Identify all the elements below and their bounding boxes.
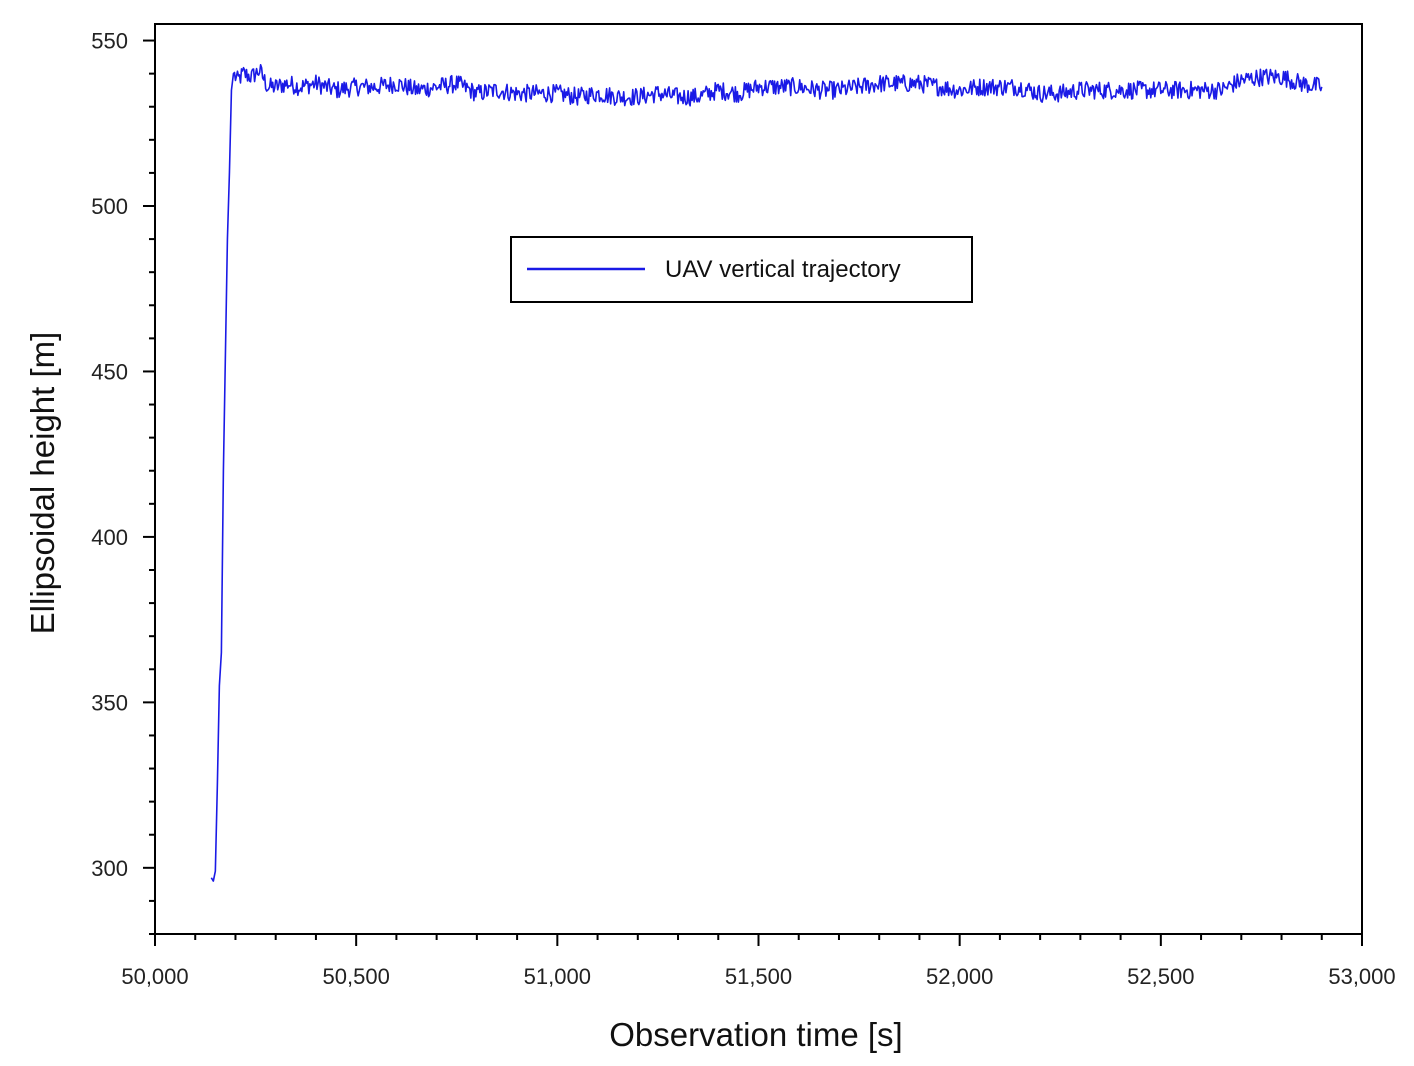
x-tick-label: 53,000 <box>1328 964 1395 989</box>
legend: UAV vertical trajectory <box>510 236 973 303</box>
y-tick-label: 450 <box>91 359 128 384</box>
y-axis-title: Ellipsoidal height [m] <box>24 332 61 635</box>
x-tick-label: 51,000 <box>524 964 591 989</box>
series-group <box>210 63 1323 882</box>
x-tick-label: 50,000 <box>121 964 188 989</box>
legend-entry-label: UAV vertical trajectory <box>665 256 901 283</box>
y-axis-tick-labels: 300 350 400 450 500 550 <box>91 29 128 881</box>
x-axis-ticks <box>154 934 1363 946</box>
y-tick-label: 350 <box>91 690 128 715</box>
y-tick-label: 300 <box>91 856 128 881</box>
x-tick-label: 52,000 <box>926 964 993 989</box>
x-axis-title: Observation time [s] <box>609 1016 902 1053</box>
plot-frame <box>154 23 1363 935</box>
x-tick-label: 52,500 <box>1127 964 1194 989</box>
x-tick-label: 50,500 <box>323 964 390 989</box>
y-axis-ticks <box>143 39 155 935</box>
y-tick-label: 400 <box>91 525 128 550</box>
x-tick-label: 51,500 <box>725 964 792 989</box>
y-tick-label: 500 <box>91 194 128 219</box>
x-axis-tick-labels: 50,000 50,500 51,000 51,500 52,000 52,500 53,0… <box>121 964 1395 989</box>
y-tick-label: 550 <box>91 29 128 54</box>
plot-frame-group <box>154 23 1363 935</box>
series-line-uav-vertical-trajectory <box>210 63 1323 882</box>
